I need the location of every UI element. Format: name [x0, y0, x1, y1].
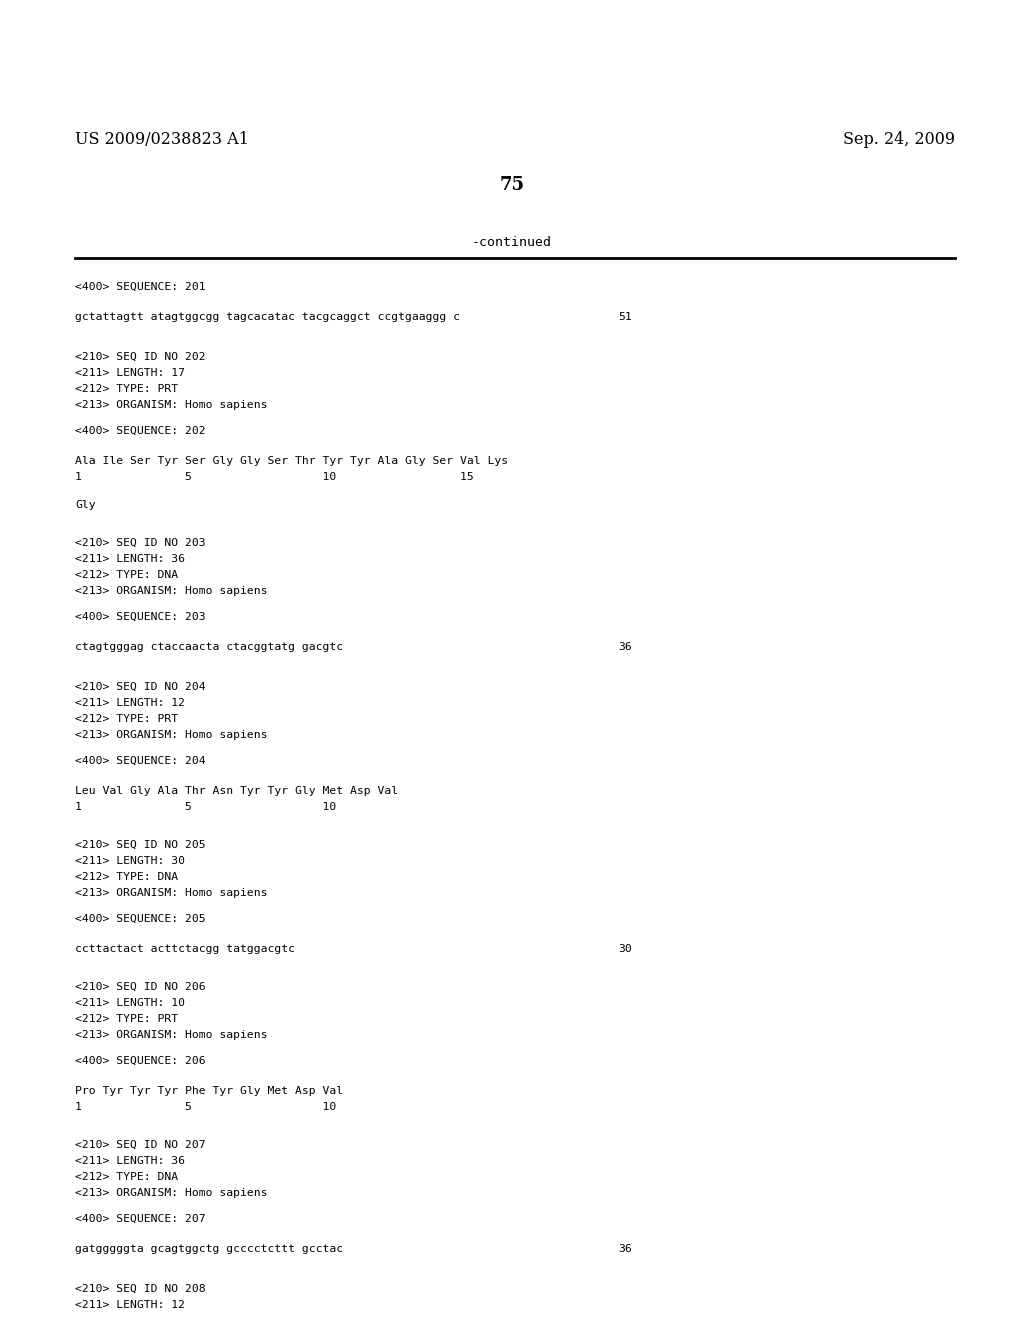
- Text: Leu Val Gly Ala Thr Asn Tyr Tyr Gly Met Asp Val: Leu Val Gly Ala Thr Asn Tyr Tyr Gly Met …: [75, 785, 398, 796]
- Text: ctagtgggag ctaccaacta ctacggtatg gacgtc: ctagtgggag ctaccaacta ctacggtatg gacgtc: [75, 642, 343, 652]
- Text: <210> SEQ ID NO 207: <210> SEQ ID NO 207: [75, 1140, 206, 1150]
- Text: Sep. 24, 2009: Sep. 24, 2009: [843, 132, 955, 149]
- Text: <211> LENGTH: 17: <211> LENGTH: 17: [75, 368, 185, 378]
- Text: <210> SEQ ID NO 203: <210> SEQ ID NO 203: [75, 539, 206, 548]
- Text: 1               5                   10                  15: 1 5 10 15: [75, 473, 474, 482]
- Text: <213> ORGANISM: Homo sapiens: <213> ORGANISM: Homo sapiens: [75, 730, 267, 741]
- Text: 51: 51: [618, 312, 632, 322]
- Text: <212> TYPE: PRT: <212> TYPE: PRT: [75, 384, 178, 393]
- Text: <211> LENGTH: 12: <211> LENGTH: 12: [75, 1300, 185, 1309]
- Text: 1               5                   10: 1 5 10: [75, 803, 336, 812]
- Text: Pro Tyr Tyr Tyr Phe Tyr Gly Met Asp Val: Pro Tyr Tyr Tyr Phe Tyr Gly Met Asp Val: [75, 1086, 343, 1096]
- Text: <212> TYPE: PRT: <212> TYPE: PRT: [75, 714, 178, 723]
- Text: <213> ORGANISM: Homo sapiens: <213> ORGANISM: Homo sapiens: [75, 1030, 267, 1040]
- Text: 36: 36: [618, 1243, 632, 1254]
- Text: <212> TYPE: DNA: <212> TYPE: DNA: [75, 873, 178, 882]
- Text: Gly: Gly: [75, 500, 95, 510]
- Text: <400> SEQUENCE: 206: <400> SEQUENCE: 206: [75, 1056, 206, 1067]
- Text: <211> LENGTH: 36: <211> LENGTH: 36: [75, 1156, 185, 1166]
- Text: 36: 36: [618, 642, 632, 652]
- Text: -continued: -continued: [472, 235, 552, 248]
- Text: <400> SEQUENCE: 205: <400> SEQUENCE: 205: [75, 913, 206, 924]
- Text: <212> TYPE: DNA: <212> TYPE: DNA: [75, 570, 178, 579]
- Text: <400> SEQUENCE: 201: <400> SEQUENCE: 201: [75, 282, 206, 292]
- Text: <210> SEQ ID NO 205: <210> SEQ ID NO 205: [75, 840, 206, 850]
- Text: <212> TYPE: PRT: <212> TYPE: PRT: [75, 1014, 178, 1024]
- Text: <210> SEQ ID NO 202: <210> SEQ ID NO 202: [75, 352, 206, 362]
- Text: gctattagtt atagtggcgg tagcacatac tacgcaggct ccgtgaaggg c: gctattagtt atagtggcgg tagcacatac tacgcag…: [75, 312, 460, 322]
- Text: <213> ORGANISM: Homo sapiens: <213> ORGANISM: Homo sapiens: [75, 888, 267, 898]
- Text: <400> SEQUENCE: 202: <400> SEQUENCE: 202: [75, 426, 206, 436]
- Text: <213> ORGANISM: Homo sapiens: <213> ORGANISM: Homo sapiens: [75, 586, 267, 597]
- Text: <400> SEQUENCE: 204: <400> SEQUENCE: 204: [75, 756, 206, 766]
- Text: <211> LENGTH: 36: <211> LENGTH: 36: [75, 554, 185, 564]
- Text: ccttactact acttctacgg tatggacgtc: ccttactact acttctacgg tatggacgtc: [75, 944, 295, 954]
- Text: <400> SEQUENCE: 203: <400> SEQUENCE: 203: [75, 612, 206, 622]
- Text: <212> TYPE: DNA: <212> TYPE: DNA: [75, 1172, 178, 1181]
- Text: 30: 30: [618, 944, 632, 954]
- Text: Ala Ile Ser Tyr Ser Gly Gly Ser Thr Tyr Tyr Ala Gly Ser Val Lys: Ala Ile Ser Tyr Ser Gly Gly Ser Thr Tyr …: [75, 455, 508, 466]
- Text: <210> SEQ ID NO 204: <210> SEQ ID NO 204: [75, 682, 206, 692]
- Text: <213> ORGANISM: Homo sapiens: <213> ORGANISM: Homo sapiens: [75, 1188, 267, 1199]
- Text: 1               5                   10: 1 5 10: [75, 1102, 336, 1111]
- Text: <210> SEQ ID NO 206: <210> SEQ ID NO 206: [75, 982, 206, 993]
- Text: <211> LENGTH: 10: <211> LENGTH: 10: [75, 998, 185, 1008]
- Text: <211> LENGTH: 30: <211> LENGTH: 30: [75, 855, 185, 866]
- Text: 75: 75: [500, 176, 524, 194]
- Text: US 2009/0238823 A1: US 2009/0238823 A1: [75, 132, 249, 149]
- Text: <400> SEQUENCE: 207: <400> SEQUENCE: 207: [75, 1214, 206, 1224]
- Text: gatgggggta gcagtggctg gcccctcttt gcctac: gatgggggta gcagtggctg gcccctcttt gcctac: [75, 1243, 343, 1254]
- Text: <211> LENGTH: 12: <211> LENGTH: 12: [75, 698, 185, 708]
- Text: <210> SEQ ID NO 208: <210> SEQ ID NO 208: [75, 1284, 206, 1294]
- Text: <213> ORGANISM: Homo sapiens: <213> ORGANISM: Homo sapiens: [75, 400, 267, 411]
